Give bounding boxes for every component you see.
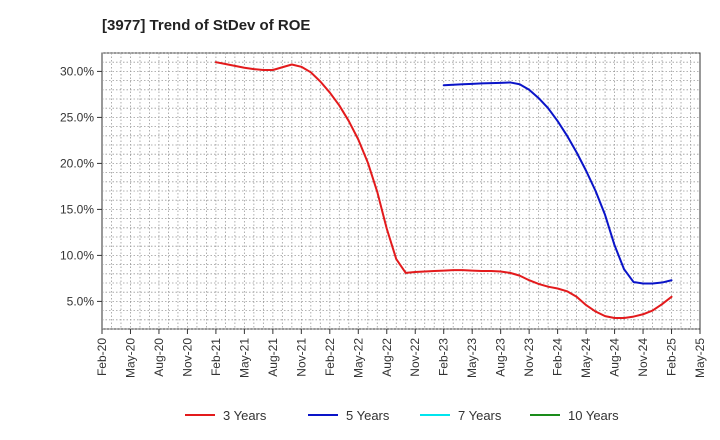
legend-label-5-years: 5 Years bbox=[346, 408, 390, 423]
y-tick-label: 20.0% bbox=[60, 156, 94, 170]
x-tick-label: Nov-22 bbox=[408, 338, 422, 377]
y-tick-label: 15.0% bbox=[60, 202, 94, 216]
y-tick-label: 25.0% bbox=[60, 110, 94, 124]
x-tick-label: Nov-24 bbox=[636, 338, 650, 377]
x-tick-label: Aug-22 bbox=[380, 338, 394, 377]
legend-label-10-years: 10 Years bbox=[568, 408, 619, 423]
x-tick-label: May-24 bbox=[579, 338, 593, 378]
legend-label-7-years: 7 Years bbox=[458, 408, 502, 423]
x-tick-label: Feb-25 bbox=[665, 338, 679, 376]
x-tick-label: Feb-24 bbox=[551, 338, 565, 376]
x-tick-label: Feb-21 bbox=[209, 338, 223, 376]
x-tick-label: Nov-20 bbox=[180, 338, 194, 377]
legend: 3 Years 5 Years 7 Years 10 Years bbox=[185, 408, 619, 423]
y-tick-label: 5.0% bbox=[67, 294, 95, 308]
x-tick-label: Nov-21 bbox=[294, 338, 308, 377]
chart-title: [3977] Trend of StDev of ROE bbox=[102, 17, 310, 34]
x-tick-label: May-20 bbox=[123, 338, 137, 378]
series-line-3-years bbox=[214, 61, 673, 319]
x-tick-label: Feb-22 bbox=[323, 338, 337, 376]
x-tick-label: May-23 bbox=[465, 338, 479, 378]
y-axis: 5.0% 10.0% 15.0% 20.0% 25.0% 30.0% bbox=[60, 64, 102, 308]
y-tick-label: 30.0% bbox=[60, 64, 94, 78]
x-tick-label: Aug-23 bbox=[494, 338, 508, 377]
x-axis: Feb-20 May-20 Aug-20 Nov-20 Feb-21 May-21 Aug-… bbox=[95, 329, 707, 378]
x-tick-label: May-21 bbox=[237, 338, 251, 378]
x-tick-label: Aug-21 bbox=[266, 338, 280, 377]
x-tick-label: Aug-24 bbox=[608, 338, 622, 377]
x-tick-label: Aug-20 bbox=[152, 338, 166, 377]
x-tick-label: Feb-23 bbox=[437, 338, 451, 376]
x-tick-label: May-22 bbox=[351, 338, 365, 378]
series-lines bbox=[214, 61, 673, 319]
legend-label-3-years: 3 Years bbox=[223, 408, 267, 423]
series-line-5-years bbox=[442, 81, 673, 285]
x-tick-label: Nov-23 bbox=[522, 338, 536, 377]
x-tick-label: May-25 bbox=[693, 338, 707, 378]
x-tick-label: Feb-20 bbox=[95, 338, 109, 376]
y-tick-label: 10.0% bbox=[60, 248, 94, 262]
